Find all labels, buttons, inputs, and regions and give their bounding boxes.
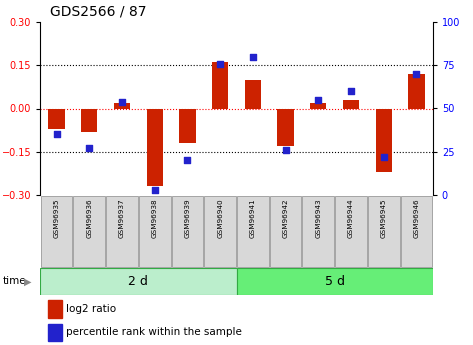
Text: log2 ratio: log2 ratio — [66, 304, 116, 314]
Text: GSM96935: GSM96935 — [53, 198, 60, 238]
Text: GSM96936: GSM96936 — [86, 198, 92, 238]
Bar — [73, 196, 105, 267]
Bar — [237, 196, 269, 267]
Text: GSM96946: GSM96946 — [413, 198, 420, 238]
Text: GSM96943: GSM96943 — [315, 198, 321, 238]
Bar — [277, 108, 294, 146]
Text: 2 d: 2 d — [128, 275, 149, 288]
Text: GSM96944: GSM96944 — [348, 198, 354, 238]
Bar — [343, 100, 359, 108]
Bar — [270, 196, 301, 267]
Text: GSM96939: GSM96939 — [184, 198, 191, 238]
Bar — [48, 300, 62, 317]
Bar — [41, 196, 72, 267]
Point — [249, 54, 257, 59]
Point — [347, 88, 355, 94]
Text: 5 d: 5 d — [324, 275, 345, 288]
Text: GSM96945: GSM96945 — [381, 198, 387, 238]
Text: percentile rank within the sample: percentile rank within the sample — [66, 327, 242, 337]
Bar — [81, 108, 97, 131]
Bar — [48, 324, 62, 341]
Point — [412, 71, 420, 77]
Point — [86, 146, 93, 151]
Point — [118, 99, 126, 104]
Text: time: time — [2, 276, 26, 286]
Point — [216, 61, 224, 66]
Text: GDS2566 / 87: GDS2566 / 87 — [50, 4, 146, 19]
Text: GSM96938: GSM96938 — [152, 198, 158, 238]
Bar — [40, 268, 236, 295]
Bar — [114, 103, 130, 108]
Bar — [48, 108, 65, 129]
Text: GSM96937: GSM96937 — [119, 198, 125, 238]
Text: GSM96941: GSM96941 — [250, 198, 256, 238]
Text: ▶: ▶ — [24, 276, 31, 286]
Bar — [368, 196, 400, 267]
Text: GSM96940: GSM96940 — [217, 198, 223, 238]
Point — [53, 132, 61, 137]
Bar — [376, 108, 392, 172]
Bar — [401, 196, 432, 267]
Bar — [179, 108, 196, 143]
Bar — [139, 196, 171, 267]
Bar — [245, 80, 261, 108]
Bar — [106, 196, 138, 267]
Bar — [212, 61, 228, 108]
Point — [380, 154, 387, 160]
Bar — [204, 196, 236, 267]
Bar — [335, 196, 367, 267]
Point — [282, 147, 289, 153]
Bar — [147, 108, 163, 186]
Bar — [310, 103, 326, 108]
Text: GSM96942: GSM96942 — [282, 198, 289, 238]
Point — [151, 187, 158, 193]
Bar — [236, 268, 433, 295]
Bar — [302, 196, 334, 267]
Point — [184, 158, 191, 163]
Bar — [408, 74, 425, 108]
Point — [315, 97, 322, 102]
Bar — [172, 196, 203, 267]
